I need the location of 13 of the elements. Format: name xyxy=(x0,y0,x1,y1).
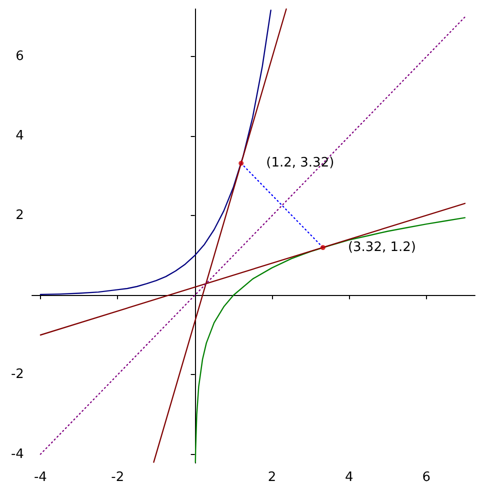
x-tick-label: -2 xyxy=(111,470,124,484)
x-tick-label: 2 xyxy=(268,470,276,484)
annotation: (3.32, 1.2) xyxy=(348,240,416,256)
line-series xyxy=(194,217,466,463)
x-tick-label: 6 xyxy=(422,470,431,484)
y-tick-label: -4 xyxy=(10,446,24,462)
x-tick-label: 4 xyxy=(345,470,354,484)
y-tick-label: 6 xyxy=(16,49,24,64)
y-tick-label: 4 xyxy=(16,128,24,144)
annotation: (1.2, 3.32) xyxy=(266,156,334,171)
y-tick-label: -2 xyxy=(10,367,24,382)
y-tick-label: 2 xyxy=(16,208,24,224)
x-tick-label: -4 xyxy=(34,470,47,484)
